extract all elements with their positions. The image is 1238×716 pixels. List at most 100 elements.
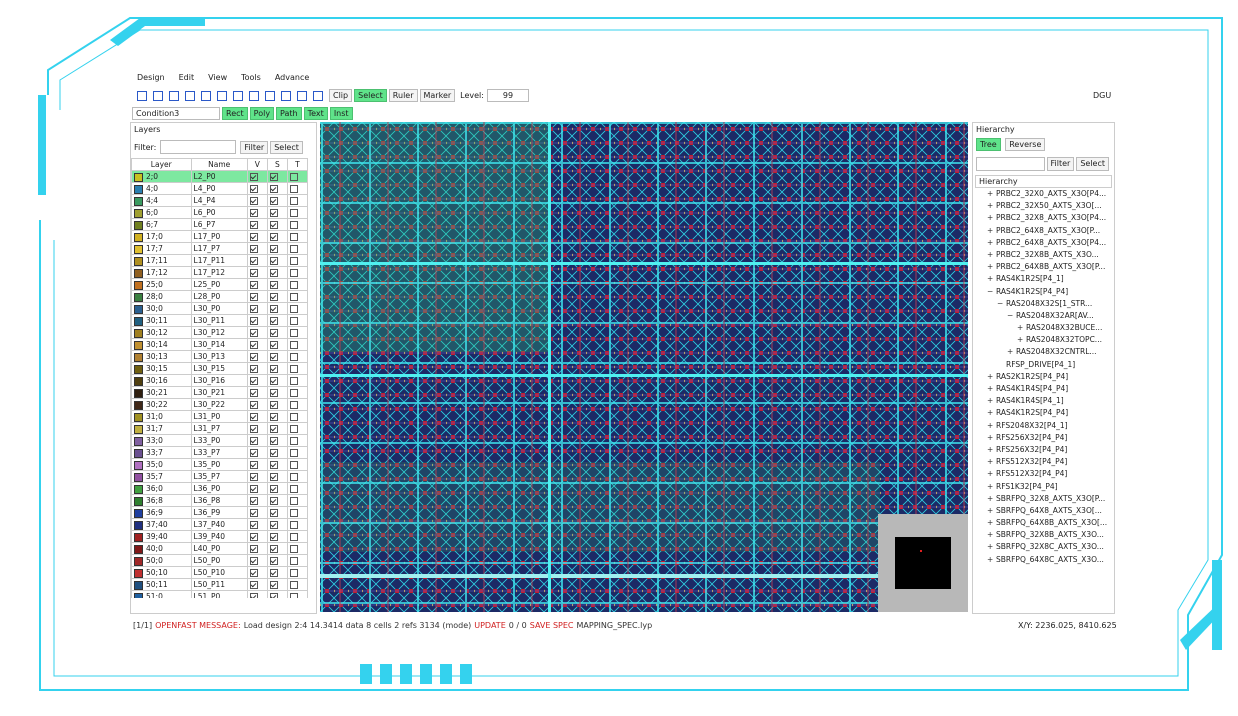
tool-icon[interactable] [249, 90, 259, 101]
checkbox[interactable] [249, 377, 258, 385]
checkbox[interactable] [289, 389, 298, 397]
checkbox[interactable] [269, 401, 278, 409]
checkbox[interactable] [249, 185, 258, 193]
checkbox[interactable] [249, 245, 258, 253]
checkbox[interactable] [289, 557, 298, 565]
tree-item[interactable]: + RAS4K1R4S[P4_1] [987, 395, 1114, 407]
checkbox[interactable] [269, 545, 278, 553]
tool-icon[interactable] [153, 90, 163, 101]
tree-toggle[interactable]: + [987, 481, 994, 491]
tree-item[interactable]: + RAS4K1R2S[P4_1] [987, 273, 1114, 285]
layer-row[interactable]: 31;7 L31_P7 [131, 422, 308, 435]
checkbox[interactable] [269, 461, 278, 469]
shape-button[interactable]: Rect [222, 107, 248, 120]
checkbox[interactable] [269, 353, 278, 361]
mode-button[interactable]: Marker [419, 89, 456, 102]
layer-row[interactable]: 17;0 L17_P0 [131, 230, 308, 243]
layer-row[interactable]: 6;7 L6_P7 [131, 218, 308, 231]
checkbox[interactable] [249, 221, 258, 229]
checkbox[interactable] [289, 581, 298, 589]
checkbox[interactable] [249, 425, 258, 433]
tree-item[interactable]: + RFS512X32[P4_P4] [987, 468, 1114, 480]
layer-row[interactable]: 30;11 L30_P11 [131, 314, 308, 327]
checkbox[interactable] [269, 521, 278, 529]
tree-toggle[interactable]: + [987, 396, 994, 406]
checkbox[interactable] [249, 305, 258, 313]
checkbox[interactable] [289, 245, 298, 253]
condition-dropdown[interactable]: Condition3 [132, 107, 220, 120]
tool-icon[interactable] [233, 90, 243, 101]
tree-item[interactable]: − RAS4K1R2S[P4_P4] [987, 286, 1114, 298]
layer-row[interactable]: 39;40 L39_P40 [131, 530, 308, 543]
checkbox[interactable] [269, 449, 278, 457]
tree-item[interactable]: + RFS2048X32[P4_1] [987, 420, 1114, 432]
checkbox[interactable] [269, 281, 278, 289]
tool-icon[interactable] [137, 90, 147, 101]
checkbox[interactable] [269, 377, 278, 385]
tree-toggle[interactable]: + [987, 530, 994, 540]
checkbox[interactable] [249, 317, 258, 325]
tree-toggle[interactable]: + [987, 384, 994, 393]
tab[interactable]: Reverse [1005, 138, 1046, 151]
tree-toggle[interactable]: + [987, 371, 994, 381]
checkbox[interactable] [269, 329, 278, 337]
layer-row[interactable]: 36;8 L36_P8 [131, 494, 308, 507]
tool-icon[interactable] [169, 90, 179, 101]
checkbox[interactable] [249, 173, 258, 181]
layer-row[interactable]: 17;7 L17_P7 [131, 242, 308, 255]
layer-row[interactable]: 50;10 L50_P10 [131, 566, 308, 579]
checkbox[interactable] [289, 233, 298, 241]
layer-row[interactable]: 17;11 L17_P11 [131, 254, 308, 267]
tree-item[interactable]: − RAS2048X32S[1_STR... [987, 298, 1114, 310]
tree-item[interactable]: + SBRFPQ_32X8B_AXTS_X3O... [987, 529, 1114, 541]
checkbox[interactable] [249, 461, 258, 469]
checkbox[interactable] [269, 497, 278, 505]
layer-row[interactable]: 30;16 L30_P16 [131, 374, 308, 387]
filter-input[interactable] [976, 157, 1045, 171]
checkbox[interactable] [289, 341, 298, 349]
layer-row[interactable]: 4;4 L4_P4 [131, 194, 308, 207]
layer-row[interactable]: 4;0 L4_P0 [131, 182, 308, 195]
tree-item[interactable]: + SBRFPQ_32X8_AXTS_X3O[P... [987, 493, 1114, 505]
checkbox[interactable] [249, 257, 258, 265]
checkbox[interactable] [269, 365, 278, 373]
checkbox[interactable] [249, 353, 258, 361]
layer-row[interactable]: 30;22 L30_P22 [131, 398, 308, 411]
checkbox[interactable] [249, 593, 258, 598]
tree-item[interactable]: + RAS2048X32BUCE... [987, 322, 1114, 334]
tree-toggle[interactable]: + [987, 444, 994, 454]
checkbox[interactable] [289, 461, 298, 469]
checkbox[interactable] [249, 509, 258, 517]
filter-input[interactable] [160, 140, 237, 154]
checkbox[interactable] [269, 557, 278, 565]
checkbox[interactable] [249, 485, 258, 493]
layer-row[interactable]: 30;13 L30_P13 [131, 350, 308, 363]
tool-icon[interactable] [185, 90, 195, 101]
layer-row[interactable]: 36;9 L36_P9 [131, 506, 308, 519]
checkbox[interactable] [289, 497, 298, 505]
checkbox[interactable] [269, 173, 278, 181]
checkbox[interactable] [269, 197, 278, 205]
layer-row[interactable]: 17;12 L17_P12 [131, 266, 308, 279]
tree-item[interactable]: + PRBC2_64X8_AXTS_X3O[P4... [987, 237, 1114, 249]
checkbox[interactable] [249, 281, 258, 289]
checkbox[interactable] [289, 449, 298, 457]
checkbox[interactable] [269, 233, 278, 241]
select-button[interactable]: Select [1076, 157, 1109, 171]
tree-item[interactable]: + RFS1K32[P4_P4] [987, 481, 1114, 493]
layer-row[interactable]: 36;0 L36_P0 [131, 482, 308, 495]
checkbox[interactable] [289, 485, 298, 493]
checkbox[interactable] [289, 329, 298, 337]
layer-row[interactable]: 30;14 L30_P14 [131, 338, 308, 351]
layer-row[interactable]: 35;7 L35_P7 [131, 470, 308, 483]
tree-item[interactable]: + PRBC2_32X8_AXTS_X3O[P4... [987, 212, 1114, 224]
tool-icon[interactable] [281, 90, 291, 101]
mode-button[interactable]: Select [354, 89, 387, 102]
checkbox[interactable] [249, 269, 258, 277]
checkbox[interactable] [289, 257, 298, 265]
tree-item[interactable]: + PRBC2_64X8B_AXTS_X3O[P... [987, 261, 1114, 273]
checkbox[interactable] [249, 581, 258, 589]
checkbox[interactable] [289, 221, 298, 229]
checkbox[interactable] [269, 293, 278, 301]
tree-toggle[interactable]: + [987, 225, 994, 235]
